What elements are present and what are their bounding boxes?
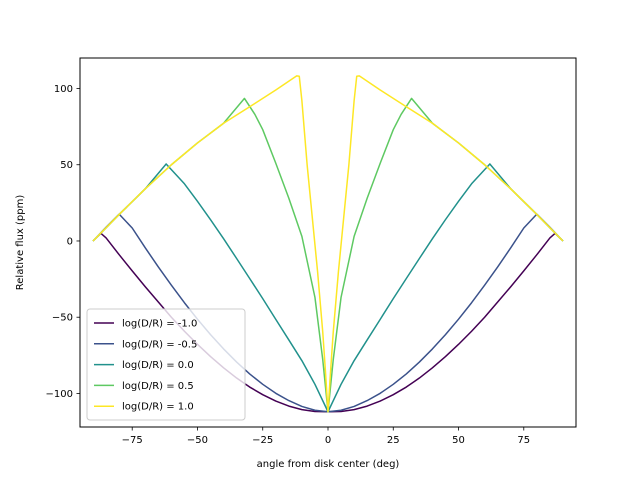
y-tick-label: 50	[60, 160, 73, 171]
series-line-5	[92, 75, 564, 413]
y-axis-ticks: −100 −50 0 50 100	[46, 84, 80, 400]
y-axis-label: Relative flux (ppm)	[15, 195, 26, 291]
x-tick-label: 25	[387, 435, 400, 446]
x-tick-label: 75	[517, 435, 530, 446]
x-axis-label: angle from disk center (deg)	[257, 459, 400, 470]
legend-entry-label: log(D/R) = -1.0	[122, 319, 197, 330]
legend-entry-label: log(D/R) = 0.5	[122, 381, 194, 392]
x-axis-ticks: −75 −50 −25 0 25 50 75	[122, 427, 530, 446]
legend-box	[86, 308, 246, 421]
x-tick-label: 0	[325, 435, 331, 446]
plot-lines	[92, 75, 564, 413]
x-tick-label: −50	[187, 435, 208, 446]
legend-entry-label: log(D/R) = 1.0	[122, 402, 194, 413]
x-tick-label: 50	[452, 435, 465, 446]
y-tick-label: −50	[52, 313, 73, 324]
y-tick-label: 100	[54, 84, 73, 95]
x-tick-label: −25	[252, 435, 273, 446]
y-tick-label: −100	[46, 389, 73, 400]
legend-entry-label: log(D/R) = 0.0	[122, 360, 194, 371]
x-tick-label: −75	[122, 435, 143, 446]
y-tick-label: 0	[67, 236, 73, 247]
legend: log(D/R) = -1.0 log(D/R) = -0.5 log(D/R) =…	[86, 308, 246, 421]
legend-entry-label: log(D/R) = -0.5	[122, 339, 197, 350]
